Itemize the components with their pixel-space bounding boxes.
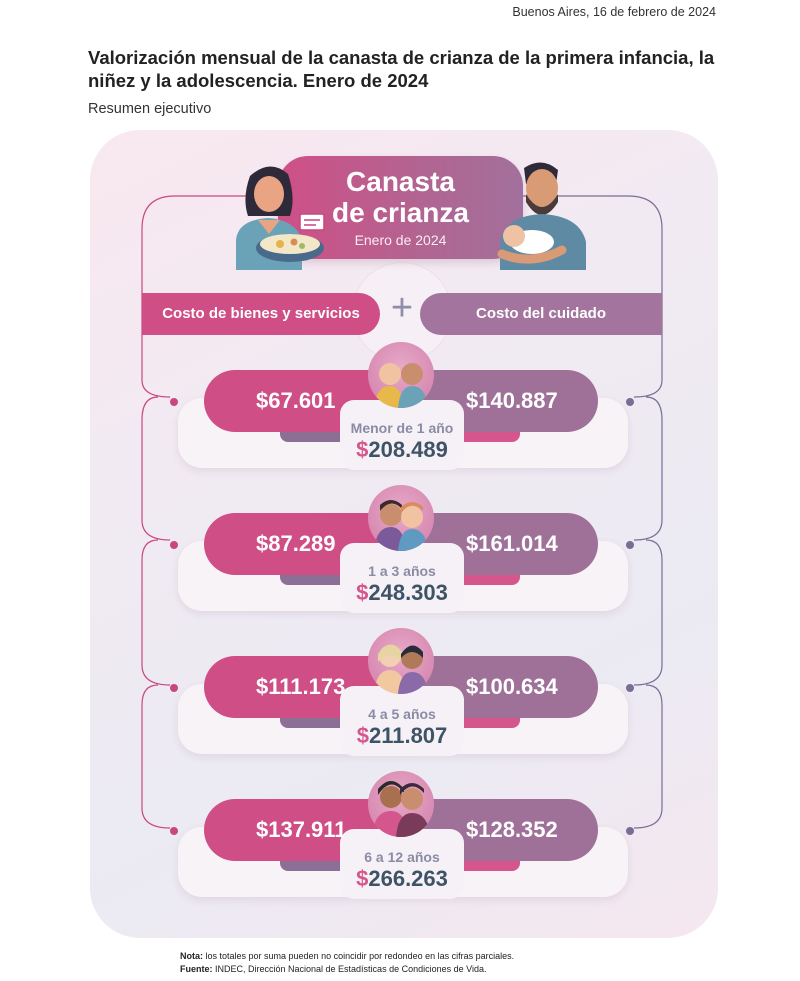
- note-line: Nota: los totales por suma pueden no coi…: [180, 950, 740, 963]
- currency-sign: $: [356, 580, 369, 605]
- age-row-1: $67.601 $140.887 Menor de 1 año $208.489: [0, 342, 800, 510]
- currency-sign: $: [356, 437, 369, 462]
- page-subtitle: Resumen ejecutivo: [88, 101, 212, 117]
- source-text: INDEC, Dirección Nacional de Estadística…: [212, 964, 487, 974]
- total-amount: 211.807: [368, 723, 448, 748]
- category-goods-label: Costo de bienes y servicios: [142, 293, 380, 335]
- canasta-title-line1: Canasta: [346, 166, 455, 197]
- children-icon: [368, 628, 434, 694]
- total-value: $248.303: [340, 580, 464, 606]
- age-label: Menor de 1 año: [350, 420, 454, 436]
- preteens-icon: [368, 771, 434, 837]
- canasta-period: Enero de 2024: [354, 232, 447, 248]
- total-box: 6 a 12 años $266.263: [340, 829, 464, 899]
- total-box: Menor de 1 año $208.489: [340, 400, 464, 470]
- toddlers-icon: [368, 485, 434, 551]
- connector-dot-left: [170, 541, 178, 549]
- babies-icon: [368, 342, 434, 408]
- currency-sign: $: [356, 723, 369, 748]
- connector-dot-right: [626, 827, 634, 835]
- age-label: 4 a 5 años: [368, 706, 436, 722]
- father-holding-baby-icon: [488, 158, 592, 270]
- source-line: Fuente: INDEC, Dirección Nacional de Est…: [180, 963, 740, 976]
- source-label: Fuente:: [180, 964, 213, 974]
- connector-dot-right: [626, 398, 634, 406]
- category-care-label: Costo del cuidado: [420, 293, 662, 335]
- total-amount: 266.263: [368, 866, 448, 891]
- connector-dot-left: [170, 684, 178, 692]
- age-row-3: $111.173 $100.634 4 a 5 años $211.807: [0, 628, 800, 796]
- connector-dot-left: [170, 398, 178, 406]
- total-amount: 208.489: [368, 437, 448, 462]
- age-label: 6 a 12 años: [364, 849, 440, 865]
- total-value: $211.807: [340, 723, 464, 749]
- note-text: los totales por suma pueden no coincidir…: [203, 951, 515, 961]
- mother-cooking-icon: [220, 158, 330, 270]
- total-amount: 248.303: [368, 580, 448, 605]
- currency-sign: $: [356, 866, 369, 891]
- footnote: Nota: los totales por suma pueden no coi…: [180, 950, 740, 976]
- note-label: Nota:: [180, 951, 203, 961]
- total-value: $266.263: [340, 866, 464, 892]
- publication-date: Buenos Aires, 16 de febrero de 2024: [512, 5, 716, 19]
- total-value: $208.489: [340, 437, 464, 463]
- connector-dot-right: [626, 541, 634, 549]
- age-label: 1 a 3 años: [368, 563, 436, 579]
- total-box: 1 a 3 años $248.303: [340, 543, 464, 613]
- page-title: Valorización mensual de la canasta de cr…: [88, 47, 715, 91]
- total-box: 4 a 5 años $211.807: [340, 686, 464, 756]
- age-row-4: $137.911 $128.352 6 a 12 años $266.263: [0, 771, 800, 939]
- plus-sign: +: [390, 287, 414, 329]
- connector-dot-right: [626, 684, 634, 692]
- age-row-2: $87.289 $161.014 1 a 3 años $248.303: [0, 485, 800, 653]
- canasta-title-line2: de crianza: [332, 197, 469, 228]
- connector-dot-left: [170, 827, 178, 835]
